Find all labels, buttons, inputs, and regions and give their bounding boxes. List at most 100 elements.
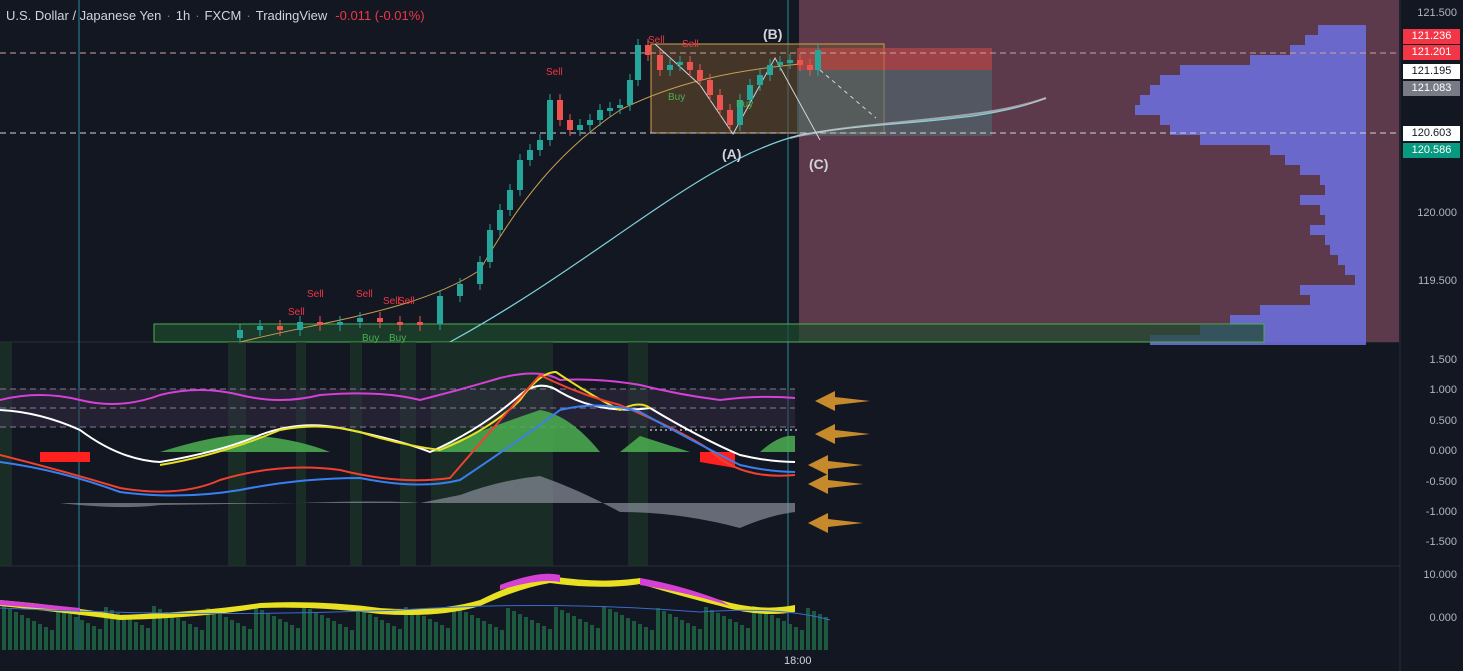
volume-bar — [152, 606, 156, 650]
volume-bar — [470, 615, 474, 650]
volume-profile-bar — [1150, 85, 1366, 95]
candle-body — [717, 95, 723, 110]
histogram-positive — [0, 410, 795, 452]
candle-body — [657, 55, 663, 70]
volume-bar — [500, 630, 504, 650]
volume-bar — [752, 606, 756, 650]
price-tick: 121.500 — [1417, 7, 1457, 19]
volume-bar — [326, 618, 330, 650]
candle-body — [667, 65, 673, 70]
volume-bar — [242, 626, 246, 650]
volume-bar — [272, 616, 276, 650]
candle-body — [517, 160, 523, 190]
osc-tick: 1.000 — [1429, 384, 1457, 396]
volume-profile-bar — [1325, 235, 1366, 245]
volume-bar — [746, 628, 750, 650]
volume-bar — [296, 628, 300, 650]
volume-bar — [260, 610, 264, 650]
volume-bar — [794, 627, 798, 650]
volume-bar — [428, 619, 432, 650]
volume-profile-bar — [1285, 155, 1366, 165]
volume-profile-bar — [1318, 25, 1366, 35]
highlight-band — [296, 342, 306, 566]
volume-profile-bar — [1250, 55, 1366, 65]
candle-body — [587, 120, 593, 125]
volume-bar — [818, 614, 822, 650]
volume-profile-bar — [1338, 255, 1366, 265]
volume-bar — [764, 612, 768, 650]
volume-bar — [530, 620, 534, 650]
volume-bar — [104, 607, 108, 650]
candle-body — [477, 262, 483, 284]
wave-label-c: (C) — [809, 156, 829, 172]
candle-body — [437, 296, 443, 324]
osc-tick: -1.500 — [1425, 536, 1457, 548]
candle-body — [257, 326, 263, 330]
buy-signal: Buy — [362, 333, 380, 344]
buy-signal: Buy — [389, 333, 407, 344]
volume-bar — [44, 627, 48, 650]
volume-profile-bar — [1160, 75, 1366, 85]
volume-bar — [620, 615, 624, 650]
volume-bar — [452, 606, 456, 650]
volume-bar — [302, 606, 306, 650]
candle-body — [777, 62, 783, 65]
volume-profile-bar — [1345, 265, 1366, 275]
volume-bar — [788, 624, 792, 650]
sell-signal: Sell — [307, 289, 324, 300]
volume-profile-bar — [1230, 315, 1366, 325]
osc-tick: 0.500 — [1429, 415, 1457, 427]
candle-body — [397, 322, 403, 325]
volume-profile-bar — [1140, 95, 1366, 105]
osc-tick: 1.500 — [1429, 354, 1457, 366]
volume-bar — [776, 618, 780, 650]
volume-bar — [158, 609, 162, 650]
candle-body — [645, 45, 651, 55]
wave-label-b: (B) — [763, 26, 783, 42]
ma-fast-line — [239, 63, 801, 343]
volume-bar — [614, 612, 618, 650]
volume-bar — [590, 625, 594, 650]
volume-profile-bars — [1135, 25, 1366, 345]
volume-bar — [542, 626, 546, 650]
volume-bar — [638, 624, 642, 650]
ma-slow-line — [449, 97, 1047, 343]
volume-bar — [656, 608, 660, 650]
candle-body — [697, 70, 703, 80]
stop-zone — [797, 48, 992, 70]
time-label: 18:00 — [784, 655, 812, 667]
candle-body — [357, 318, 363, 322]
candle-body — [797, 60, 803, 65]
highlight-band — [350, 342, 362, 566]
osc-blue-line — [0, 404, 796, 497]
price-tag-support: 120.603 — [1403, 126, 1460, 141]
volume-bar — [92, 626, 96, 650]
interval-label[interactable]: 1h — [175, 8, 191, 23]
volume-bar — [62, 611, 66, 650]
volume-bar — [806, 608, 810, 650]
volume-profile-bar — [1270, 145, 1366, 155]
symbol-name[interactable]: U.S. Dollar / Japanese Yen — [6, 8, 162, 23]
osc-tick: 0.000 — [1429, 445, 1457, 457]
volume-profile-bar — [1325, 215, 1366, 225]
candle-body — [747, 85, 753, 100]
volume-bar — [146, 628, 150, 650]
volume-profile-bar — [1300, 285, 1366, 295]
volume-bar — [314, 612, 318, 650]
candle-body — [737, 100, 743, 125]
candle-body — [597, 110, 603, 120]
candle-body — [487, 230, 493, 262]
price-tag-target: 120.586 — [1403, 143, 1460, 158]
price-change: -0.011 (-0.01%) — [335, 8, 425, 23]
volume-bar — [422, 616, 426, 650]
volume-bar — [662, 611, 666, 650]
price-tag-stop: 121.201 — [1403, 45, 1460, 60]
volume-profile-bar — [1330, 245, 1366, 255]
volume-profile-bar — [1200, 325, 1366, 335]
demand-zone — [153, 323, 1265, 343]
volume-bar — [554, 607, 558, 650]
volume-bar — [20, 615, 24, 650]
candle-body — [377, 318, 383, 322]
volume-bar — [194, 627, 198, 650]
